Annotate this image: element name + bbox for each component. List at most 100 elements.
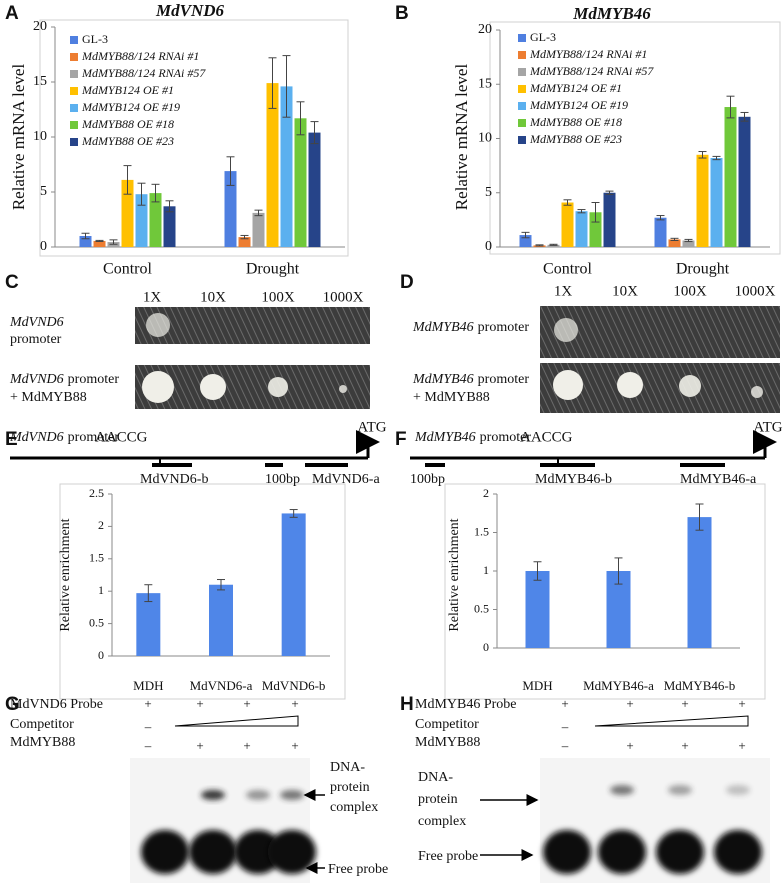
bar [738,116,751,247]
lane-sign: + [196,696,203,711]
complex-band [668,785,692,795]
error-bar [614,557,623,585]
error-bar [81,232,90,240]
error-bar [563,199,572,206]
y-tick-label: 2 [98,518,104,532]
bar [135,194,148,247]
legend-label: MdMYB88/124 RNAi #1 [81,49,199,63]
complex-label: DNA- [418,770,453,785]
bar [654,217,667,247]
error-bar [695,503,704,531]
bar [710,158,723,247]
legend-label: MdMYB124 OE #1 [529,81,622,95]
yeast-colony [268,377,288,397]
y-axis-label: Relative mRNA level [452,64,471,211]
error-bar [549,243,558,246]
bar [121,179,134,247]
lane-sign: + [196,738,203,753]
bar [724,107,737,247]
error-bar [95,239,104,242]
dilution-label: 10X [200,289,226,305]
fragment-label: MdVND6-b [140,472,208,487]
protein-label: MdMYB88 [10,735,75,750]
panel-letter: H [400,694,414,715]
gene-label: MdMYB46 promoter [412,372,529,387]
complex-label: complex [330,800,378,815]
y-tick-label: 10 [33,129,47,144]
bar [93,240,106,247]
lane-sign: + [626,738,633,753]
legend-label: MdMYB88 OE #18 [81,117,174,131]
error-bar [240,234,249,240]
bar [266,83,279,247]
error-bar [605,190,614,195]
bar [525,571,550,648]
bar [136,593,161,656]
bar [682,240,695,247]
yeast-colony [339,385,347,393]
lane-sign: + [561,696,568,711]
gene-name: MdMYB46 [412,320,474,335]
fragment-label: MdMYB46-b [535,472,612,487]
gene-suffix: promoter [68,372,120,387]
fragment-label: 100bp [265,472,300,487]
construct-extra: + MdMYB88 [10,390,87,405]
complex-band [201,790,225,800]
free-probe-band [268,830,316,874]
dilution-label: 10X [612,283,638,299]
lane-sign: + [291,696,298,711]
lane-sign: + [681,696,688,711]
yeast-colony [146,313,170,337]
error-bar [577,209,586,214]
yeast-colony [554,318,578,342]
legend-label: MdMYB88 OE #23 [81,134,174,148]
fragment-label: MdVND6-a [312,472,380,487]
lane-sign: – [144,719,152,734]
bar [687,517,712,648]
legend-swatch [70,87,78,95]
error-bar [268,57,277,109]
dilution-label: 100X [261,289,295,305]
error-bar [591,202,600,223]
bar [281,513,306,656]
y-tick-label: 1 [483,563,489,577]
gene-suffix: promoter [480,430,532,445]
lane-sign: – [561,738,569,753]
dilution-label: 100X [673,283,707,299]
panel-letter: G [5,694,20,715]
lane-sign: + [243,738,250,753]
bar [224,171,237,247]
motif-label: AACCG [95,429,148,445]
panel-letter: B [395,3,409,24]
error-bar [310,121,319,145]
y-tick-label: 0.5 [89,615,104,629]
competitor-gradient [174,715,299,727]
panel-letter: A [5,3,19,24]
legend-label: MdMYB124 OE #19 [81,100,180,114]
x-tick-label: MDH [133,678,163,693]
complex-band [246,790,270,800]
error-bar [289,509,298,518]
error-bar [684,238,693,243]
bar [668,239,681,247]
gene-suffix: promoter [10,332,62,347]
legend-label: MdMYB88/124 RNAi #57 [529,64,654,78]
gene-label: MdVND6 promoter [9,372,119,387]
error-bar [123,165,132,195]
y-axis-label: Relative enrichment [447,518,462,631]
error-bar [656,215,665,221]
lane-sign: – [144,738,152,753]
y-tick-label: 15 [478,76,492,91]
x-tick-label: Drought [676,261,730,278]
complex-label: protein [418,792,458,807]
error-bar [698,151,707,159]
y-tick-label: 2 [483,486,489,500]
x-tick-label: Control [103,261,152,278]
x-tick-label: MDH [522,678,552,693]
y-tick-label: 10 [478,131,492,146]
gene-suffix: promoter [478,320,530,335]
bar [294,118,307,247]
y-axis-label: Relative enrichment [58,518,73,631]
bar [308,132,321,247]
lane-sign: + [738,696,745,711]
